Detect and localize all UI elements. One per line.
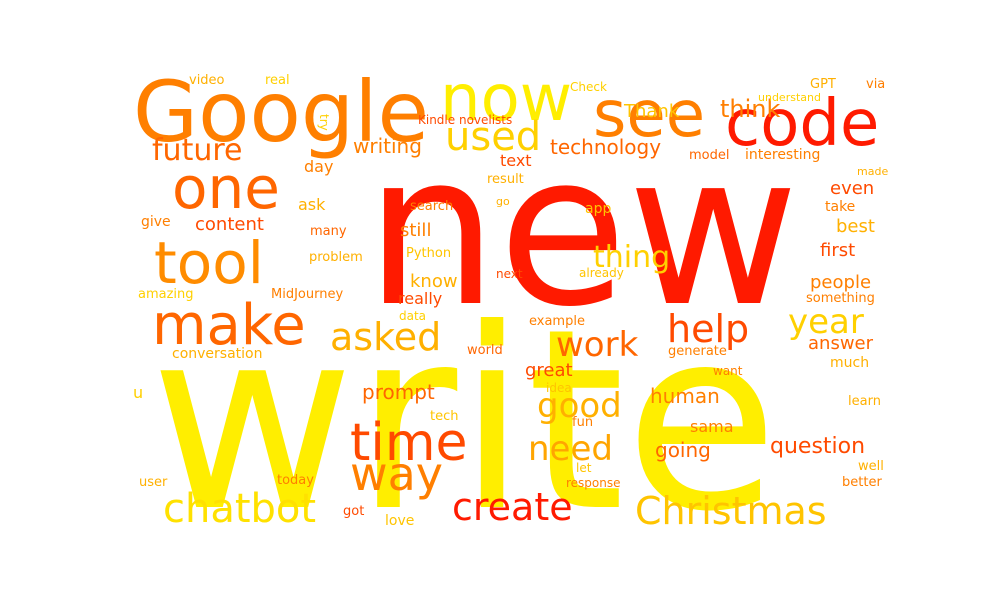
word-human: human <box>650 384 720 408</box>
word-think: think <box>720 95 781 123</box>
word-response: response <box>566 476 621 490</box>
word-know: know <box>410 271 458 292</box>
word-technology: technology <box>550 135 661 159</box>
word-text: text <box>500 151 532 170</box>
word-people: people <box>810 272 871 293</box>
word-try: try <box>317 114 331 131</box>
word-fun: fun <box>572 415 593 430</box>
word-give: give <box>141 214 171 230</box>
word-good: good <box>537 386 622 426</box>
word-question: question <box>770 434 865 459</box>
word-see: see <box>593 78 705 152</box>
word-take: take <box>825 199 855 215</box>
word-midjourney: MidJourney <box>271 287 343 302</box>
word-go: go <box>496 195 510 208</box>
word-model: model <box>689 148 729 163</box>
word-learn: learn <box>848 394 881 409</box>
word-got: got <box>343 504 364 519</box>
word-really: really <box>398 289 442 308</box>
word-generate: generate <box>668 344 727 359</box>
word-interesting: interesting <box>745 147 820 163</box>
word-much: much <box>830 355 869 371</box>
word-writing: writing <box>353 134 422 158</box>
word-answer: answer <box>808 333 874 354</box>
word-chatbot: chatbot <box>163 486 316 532</box>
word-let: let <box>576 461 592 475</box>
word-year: year <box>788 302 864 342</box>
word-sama: sama <box>690 417 734 436</box>
word-example: example <box>529 314 585 329</box>
word-christmas: Christmas <box>635 489 827 533</box>
word-already: already <box>579 266 624 280</box>
word-one: one <box>172 154 280 222</box>
word-used: used <box>445 114 541 160</box>
word-search: search <box>410 199 453 214</box>
word-ask: ask <box>298 195 326 214</box>
word-going: going <box>655 438 711 462</box>
word-via: via <box>866 77 885 92</box>
word-video: video <box>189 73 225 88</box>
word-new: new <box>365 108 799 353</box>
word-user: user <box>139 475 168 490</box>
word-made: made <box>857 165 888 178</box>
word-many: many <box>310 224 347 239</box>
word-u: u <box>133 383 143 402</box>
word-python: Python <box>406 246 451 261</box>
word-today: today <box>277 473 314 488</box>
word-check: Check <box>570 80 607 94</box>
word-amazing: amazing <box>138 287 194 302</box>
word-write: write <box>150 275 779 566</box>
word-best: best <box>836 216 875 237</box>
word-need: need <box>528 429 613 469</box>
word-content: content <box>195 214 264 235</box>
word-first: first <box>820 240 855 261</box>
word-day: day <box>304 157 333 176</box>
word-great: great <box>525 360 573 381</box>
word-world: world <box>467 343 503 358</box>
word-better: better <box>842 475 882 490</box>
word-tech: tech <box>430 409 458 424</box>
word-asked: asked <box>330 315 441 359</box>
word-app: app <box>585 201 611 217</box>
word-well: well <box>858 459 884 474</box>
word-now: now <box>440 62 572 136</box>
word-real: real <box>265 73 290 88</box>
word-gpt: GPT <box>810 77 836 92</box>
word-problem: problem <box>309 250 363 265</box>
word-next: next <box>496 267 523 281</box>
word-help: help <box>667 307 749 351</box>
word-google: Google <box>133 63 429 161</box>
word-data: data <box>399 309 426 323</box>
word-future: future <box>152 133 242 168</box>
word-prompt: prompt <box>362 380 435 404</box>
word-time: time <box>350 413 467 473</box>
word-thank: Thank <box>623 101 680 122</box>
word-kindle-novelists: Kindle novelists <box>418 113 512 127</box>
word-tool: tool <box>154 229 264 297</box>
word-want: want <box>713 364 743 378</box>
word-make: make <box>152 293 306 358</box>
word-still: still <box>400 220 431 241</box>
word-work: work <box>556 325 639 365</box>
word-thing: thing <box>593 240 670 275</box>
word-love: love <box>385 513 414 529</box>
word-result: result <box>487 172 524 187</box>
word-way: way <box>350 447 443 501</box>
word-create: create <box>452 485 573 529</box>
word-conversation: conversation <box>172 346 262 362</box>
word-even: even <box>830 178 874 199</box>
word-something: something <box>806 291 875 306</box>
word-code: code <box>725 87 879 161</box>
word-understand: understand <box>758 91 821 104</box>
word-idea: idea <box>546 381 572 395</box>
